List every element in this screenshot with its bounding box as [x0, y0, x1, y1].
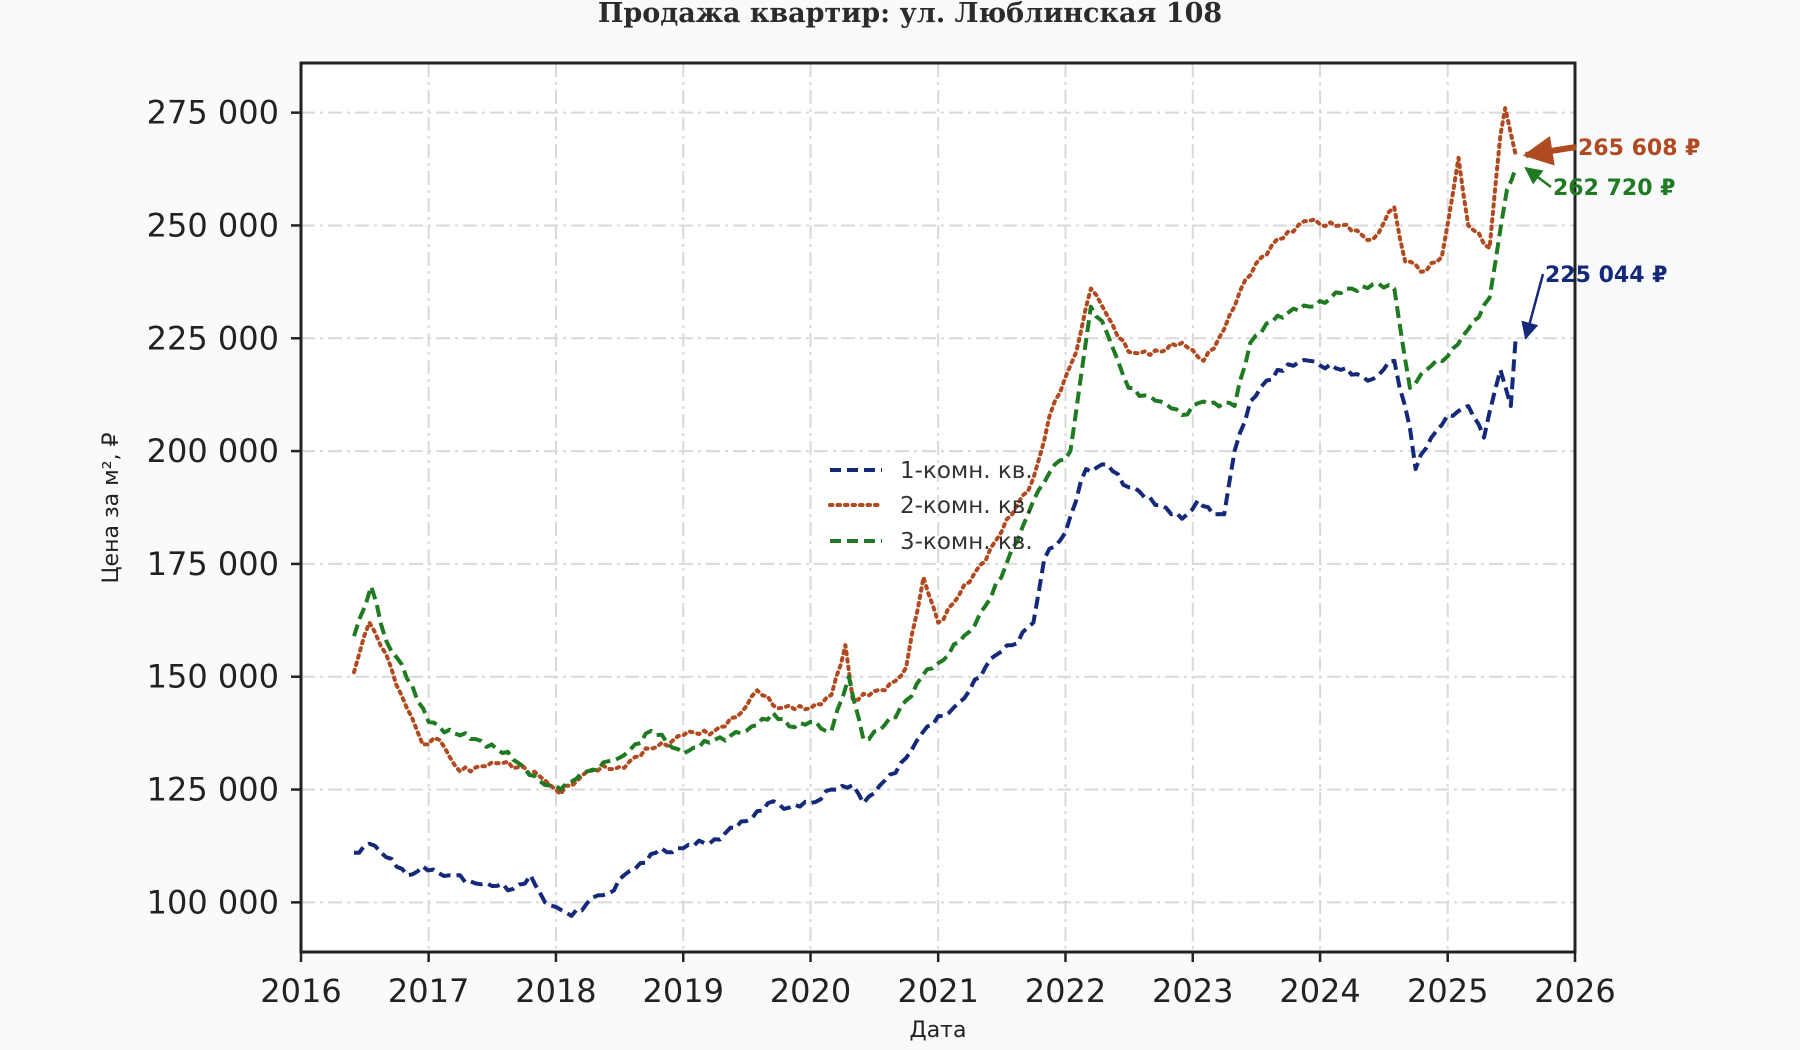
legend: 1-комн. кв. 2-комн. кв. 3-комн. кв.	[828, 458, 1033, 555]
x-tick-label: 2024	[1279, 972, 1360, 1010]
series-group	[352, 106, 1518, 918]
annotations: 265 608 ₽ 262 720 ₽ 225 044 ₽	[1521, 135, 1700, 340]
y-tick-label: 200 000	[147, 432, 279, 470]
legend-label-2: 2-комн. кв.	[900, 493, 1033, 519]
x-axis-label: Дата	[910, 1018, 967, 1043]
annotation-label-1: 265 608 ₽	[1578, 136, 1700, 161]
x-tick-label: 2017	[388, 972, 469, 1010]
series-line-2	[352, 106, 1518, 797]
y-tick-label: 150 000	[147, 658, 279, 696]
x-tick-label: 2022	[1025, 972, 1106, 1010]
annotation-arrow-3	[1521, 273, 1545, 340]
axis-ticks: 2016 2017 2018 2019 2020 2021 2022 2023 2024 2025…	[147, 94, 1616, 1010]
y-tick-label: 275 000	[147, 94, 279, 132]
series-line-3	[352, 167, 1518, 792]
y-tick-label: 175 000	[147, 545, 279, 583]
x-tick-label: 2026	[1534, 972, 1615, 1010]
x-tick-label: 2025	[1407, 972, 1488, 1010]
annotation-label-3: 225 044 ₽	[1545, 263, 1667, 288]
y-tick-label: 125 000	[147, 771, 279, 809]
x-tick-label: 2016	[260, 972, 341, 1010]
annotation-arrow-2	[1524, 167, 1552, 189]
y-tick-label: 250 000	[147, 206, 279, 244]
x-tick-label: 2021	[897, 972, 978, 1010]
legend-label-1: 1-комн. кв.	[900, 458, 1033, 484]
x-tick-label: 2018	[515, 972, 596, 1010]
x-tick-label: 2019	[643, 972, 724, 1010]
y-axis-label: Цена за м², ₽	[99, 432, 124, 583]
legend-label-3: 3-комн. кв.	[900, 529, 1033, 555]
y-tick-label: 225 000	[147, 319, 279, 357]
x-tick-label: 2023	[1152, 972, 1233, 1010]
y-tick-label: 100 000	[147, 883, 279, 921]
x-tick-label: 2020	[770, 972, 851, 1010]
annotation-arrow-1	[1522, 135, 1577, 166]
annotation-label-2: 262 720 ₽	[1553, 176, 1675, 201]
series-line-1	[353, 337, 1518, 918]
chart-title: Продажа квартир: ул. Люблинская 108	[598, 0, 1222, 29]
